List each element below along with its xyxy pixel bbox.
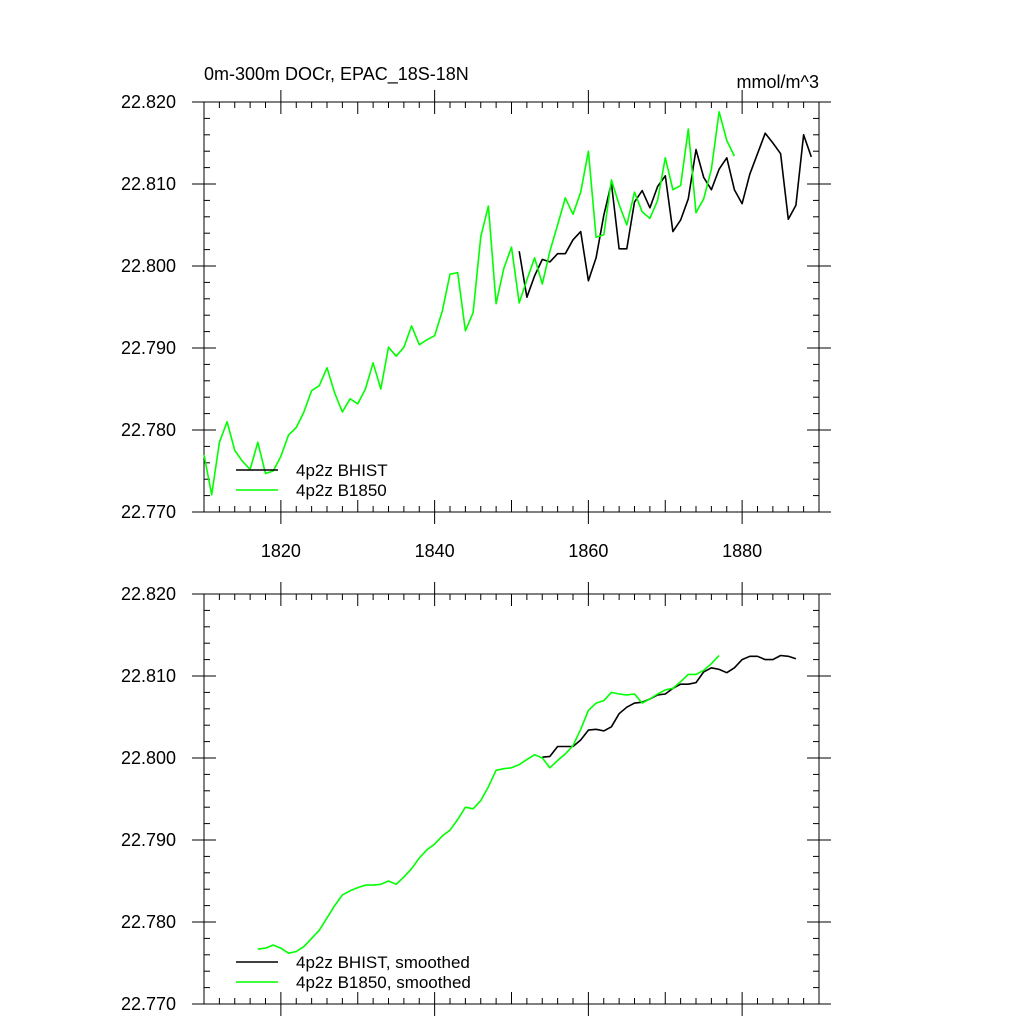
panel-bottom: 22.770 22.780 22.790 22.800 22.810 22.820 4p2z…: [121, 582, 831, 1016]
y-tick-label: 22.790: [121, 338, 176, 358]
y-tick-label: 22.800: [121, 748, 176, 768]
x-tick-label: 1820: [261, 541, 301, 561]
y-tick-label: 22.810: [121, 174, 176, 194]
series-line-0: [518, 132, 813, 299]
legend-label-1: 4p2z B1850, smoothed: [296, 973, 471, 992]
y-tick-label: 22.820: [121, 92, 176, 112]
series-line-0: [542, 654, 797, 758]
x-tick-label: 1880: [722, 541, 762, 561]
y-tick-label: 22.770: [121, 994, 176, 1014]
y-tick-label: 22.780: [121, 420, 176, 440]
y-tick-label: 22.800: [121, 256, 176, 276]
legend-label-0: 4p2z BHIST: [296, 461, 388, 480]
y-tick-label: 22.780: [121, 912, 176, 932]
x-tick-label: 1860: [568, 541, 608, 561]
y-tick-label: 22.810: [121, 666, 176, 686]
x-tick-label: 1840: [415, 541, 455, 561]
series-line-1: [257, 654, 720, 955]
legend-label-0: 4p2z BHIST, smoothed: [296, 953, 470, 972]
y-tick-label: 22.790: [121, 830, 176, 850]
chart-title: 0m-300m DOCr, EPAC_18S-18N: [204, 64, 469, 85]
plot-frame: [203, 593, 820, 1005]
series-line-1: [203, 111, 736, 496]
y-tick-label: 22.820: [121, 584, 176, 604]
y-tick-label: 22.770: [121, 502, 176, 522]
panel-top: 1820 1840 1860 1880 22.770 22.780 22.790 22.800…: [121, 64, 831, 561]
units-label: mmol/m^3: [737, 72, 819, 92]
plot-frame: [203, 101, 820, 513]
legend-label-1: 4p2z B1850: [296, 481, 387, 500]
